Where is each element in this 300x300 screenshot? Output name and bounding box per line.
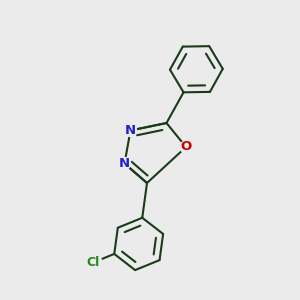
Text: N: N bbox=[125, 124, 136, 137]
Circle shape bbox=[85, 254, 102, 271]
Circle shape bbox=[118, 158, 130, 169]
Text: O: O bbox=[180, 140, 192, 154]
Circle shape bbox=[180, 141, 192, 153]
Text: Cl: Cl bbox=[87, 256, 100, 269]
Text: N: N bbox=[119, 157, 130, 170]
Circle shape bbox=[124, 124, 136, 136]
